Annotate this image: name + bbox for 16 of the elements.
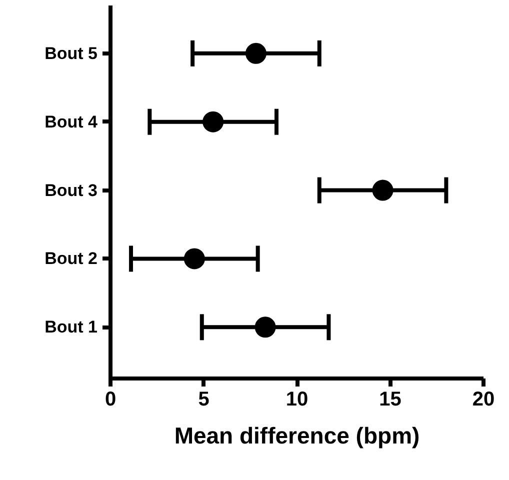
x-tick-label: 0	[104, 388, 116, 410]
point	[202, 111, 224, 132]
y-tick-label: Bout 4	[44, 112, 98, 132]
point	[254, 316, 276, 338]
y-tick-label: Bout 1	[44, 318, 98, 337]
y-tick-label: Bout 2	[44, 249, 98, 268]
point	[184, 248, 205, 270]
x-tick-label: 20	[472, 388, 495, 410]
y-tick-label: Bout 3	[44, 180, 98, 200]
point	[372, 180, 394, 201]
x-axis-title: Mean difference (bpm)	[174, 422, 420, 448]
y-tick-label: Bout 5	[44, 44, 98, 63]
point	[245, 42, 266, 64]
x-tick-label: 15	[379, 388, 402, 410]
x-tick-label: 5	[198, 388, 210, 410]
x-tick-label: 10	[286, 388, 308, 410]
